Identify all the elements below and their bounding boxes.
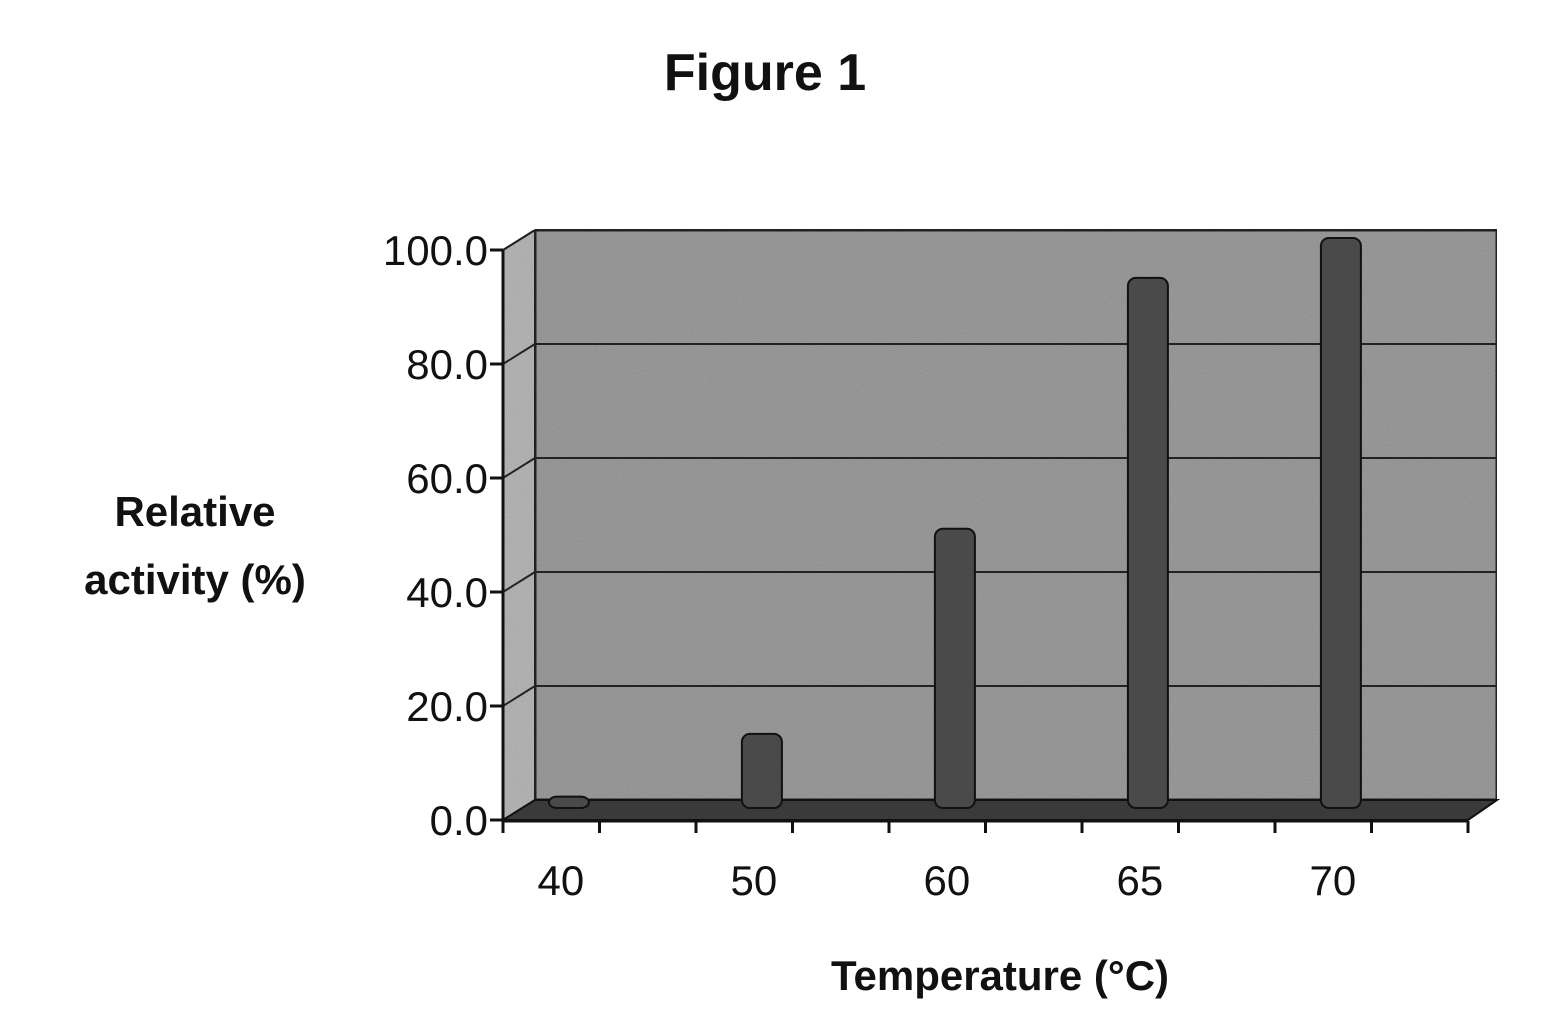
x-axis-title: Temperature (°C) — [831, 952, 1169, 999]
bar — [549, 797, 589, 808]
chart-title: Figure 1 — [664, 44, 866, 102]
side-wall — [503, 230, 535, 820]
y-tick-label: 0.0 — [430, 797, 488, 844]
x-tick-label: 70 — [1310, 857, 1357, 904]
x-tick-label: 50 — [731, 857, 778, 904]
y-tick-label: 20.0 — [406, 683, 488, 730]
y-tick-label: 80.0 — [406, 341, 488, 388]
bar — [742, 734, 782, 808]
x-tick-label: 60 — [924, 857, 971, 904]
bar — [935, 529, 975, 808]
page: Figure 1 Temperature (°C) 0.0 20.0 40.0 60.… — [0, 0, 1547, 1035]
x-tick-label: 65 — [1117, 857, 1164, 904]
y-axis-title: Relative activity (%) — [50, 478, 340, 614]
x-tick-label: 40 — [538, 857, 585, 904]
bar — [1128, 278, 1168, 808]
y-tick-label: 60.0 — [406, 455, 488, 502]
y-tick-label: 40.0 — [406, 569, 488, 616]
bar — [1321, 238, 1361, 808]
y-tick-label: 100.0 — [383, 227, 488, 274]
